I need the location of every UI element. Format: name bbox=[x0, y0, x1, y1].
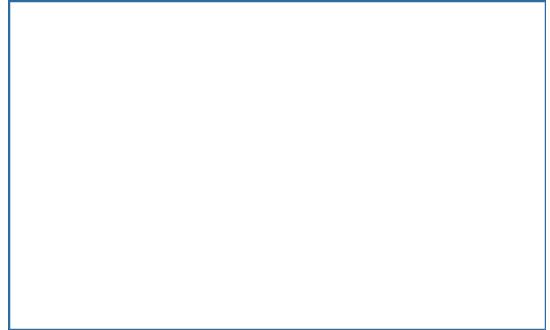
Text: $: $ bbox=[51, 151, 57, 160]
Bar bbox=[224, 145, 231, 150]
Bar bbox=[8, 309, 546, 310]
Ellipse shape bbox=[210, 141, 245, 173]
Text: $: $ bbox=[314, 74, 320, 83]
Bar bbox=[8, 52, 277, 115]
Bar bbox=[134, 154, 150, 155]
Text: $3,000 ROTH IRA: $3,000 ROTH IRA bbox=[454, 247, 540, 256]
Text: DISTRIBUTIONS
TAX-FREE FOR
ANY PURPOSE,
AFTER 59 ½: DISTRIBUTIONS TAX-FREE FOR ANY PURPOSE, … bbox=[192, 260, 263, 303]
Ellipse shape bbox=[294, 59, 347, 108]
Ellipse shape bbox=[37, 141, 72, 173]
Bar bbox=[343, 115, 344, 310]
Ellipse shape bbox=[312, 147, 331, 165]
Text: $4,000*: $4,000* bbox=[119, 135, 164, 145]
Bar bbox=[403, 156, 419, 157]
Text: $4,000*: $4,000* bbox=[474, 135, 520, 145]
Bar bbox=[8, 309, 546, 330]
Bar bbox=[38, 73, 58, 85]
FancyBboxPatch shape bbox=[279, 245, 367, 258]
Ellipse shape bbox=[326, 148, 330, 152]
Ellipse shape bbox=[305, 141, 340, 173]
Ellipse shape bbox=[124, 141, 160, 173]
Text: $3,000*: $3,000* bbox=[205, 135, 250, 145]
Text: © Michael Kitces, www.kitces.com: © Michael Kitces, www.kitces.com bbox=[417, 317, 542, 323]
Text: $3,000: $3,000 bbox=[302, 135, 343, 145]
Bar bbox=[276, 52, 279, 310]
Text: $10,000 INCOME: $10,000 INCOME bbox=[88, 71, 191, 81]
Text: $: $ bbox=[224, 152, 231, 162]
Bar bbox=[40, 74, 56, 83]
Bar bbox=[477, 115, 478, 310]
Text: $3,000**: $3,000** bbox=[385, 135, 436, 145]
Text: $: $ bbox=[45, 74, 51, 83]
Text: $3,000
MEDICAL
EXPENSES: $3,000 MEDICAL EXPENSES bbox=[384, 177, 437, 209]
Bar bbox=[8, 114, 546, 116]
Ellipse shape bbox=[393, 141, 428, 173]
Text: OUT OF POCKET (DEDUCTIBLE VS NOT): OUT OF POCKET (DEDUCTIBLE VS NOT) bbox=[131, 27, 422, 41]
Bar bbox=[209, 115, 210, 310]
Bar bbox=[134, 156, 150, 157]
Text: DISTRIBUTIONS
TAX-FREE FOR
MEDICAL EXPENSES
ONLY, AT ANY AGE: DISTRIBUTIONS TAX-FREE FOR MEDICAL EXPEN… bbox=[10, 260, 100, 303]
Ellipse shape bbox=[58, 148, 62, 152]
Ellipse shape bbox=[54, 83, 64, 93]
FancyBboxPatch shape bbox=[184, 245, 272, 258]
FancyBboxPatch shape bbox=[10, 245, 98, 258]
Ellipse shape bbox=[479, 141, 514, 173]
Ellipse shape bbox=[218, 147, 238, 167]
Ellipse shape bbox=[44, 147, 63, 165]
Text: (PRE-TAX): (PRE-TAX) bbox=[357, 86, 419, 96]
Bar bbox=[493, 145, 501, 150]
Text: $10,000 INCOME: $10,000 INCOME bbox=[357, 71, 460, 81]
Text: $: $ bbox=[493, 152, 500, 162]
Text: $2,250 ROTH IRA: $2,250 ROTH IRA bbox=[184, 247, 271, 256]
Bar bbox=[309, 74, 324, 83]
Text: $3,000 HSA: $3,000 HSA bbox=[25, 247, 84, 256]
Bar bbox=[403, 154, 419, 155]
Text: $: $ bbox=[327, 86, 331, 91]
Text: DISTRIBUTIONS
TAX-FREE FOR
ANY PURPOSE,
AFTER 59 ½: DISTRIBUTIONS TAX-FREE FOR ANY PURPOSE, … bbox=[461, 260, 532, 303]
Text: $3,000
MEDICAL
EXPENSES: $3,000 MEDICAL EXPENSES bbox=[116, 177, 168, 209]
Bar bbox=[277, 52, 546, 115]
Bar bbox=[134, 158, 150, 159]
Text: $: $ bbox=[58, 86, 62, 91]
FancyBboxPatch shape bbox=[453, 245, 541, 258]
Text: *Pre-Tax Amount Assumed Subject To 25% Tax Rate  **Assumed To Be Deductible: *Pre-Tax Amount Assumed Subject To 25% T… bbox=[12, 317, 309, 323]
Bar bbox=[403, 158, 419, 159]
Ellipse shape bbox=[323, 83, 333, 93]
Text: $: $ bbox=[318, 151, 324, 160]
Ellipse shape bbox=[487, 147, 507, 167]
Bar bbox=[8, 0, 546, 52]
Text: (PRE-TAX): (PRE-TAX) bbox=[88, 86, 150, 96]
Bar bbox=[8, 52, 546, 54]
Text: $3,000: $3,000 bbox=[35, 135, 75, 145]
Bar bbox=[74, 115, 75, 310]
Text: $3,000 HSA: $3,000 HSA bbox=[293, 247, 352, 256]
Bar bbox=[307, 73, 327, 85]
Ellipse shape bbox=[25, 59, 78, 108]
Text: FUNDING AN HSA WHILE PAYING MEDICAL EXPENSES: FUNDING AN HSA WHILE PAYING MEDICAL EXPE… bbox=[79, 10, 475, 22]
Text: DISTRIBUTIONS
TAX-FREE FOR
MEDICAL EXPENSES
ONLY, AT ANY AGE: DISTRIBUTIONS TAX-FREE FOR MEDICAL EXPEN… bbox=[278, 260, 367, 303]
